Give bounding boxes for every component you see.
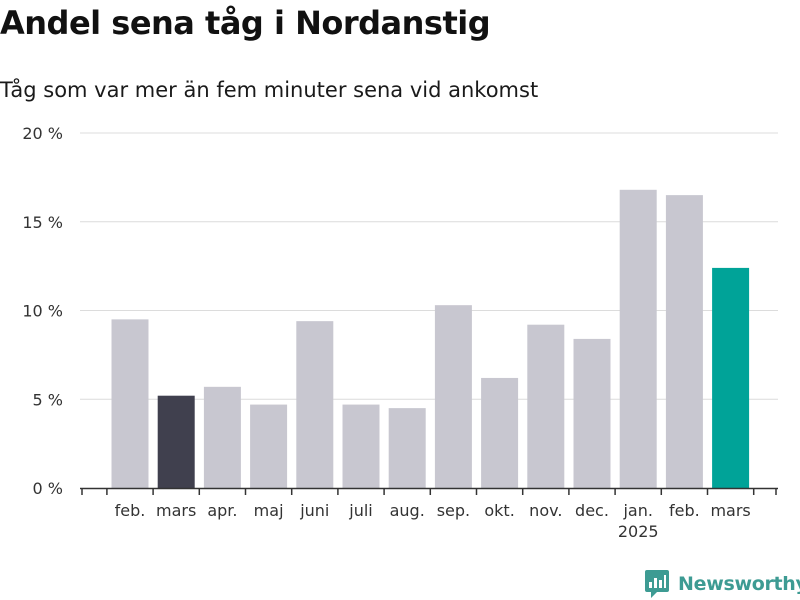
y-tick-label: 10 % [22, 302, 63, 321]
x-tick-label: juni [299, 501, 329, 520]
x-tick-label: feb. [669, 501, 700, 520]
bar-mars [157, 395, 195, 488]
bar-feb [111, 319, 149, 488]
y-tick-labels: 0 % 5 % 10 % 15 % 20 % [22, 124, 63, 498]
x-tick-label: nov. [529, 501, 562, 520]
bar-feb [665, 195, 703, 488]
x-tick-label: mars [710, 501, 750, 520]
x-tick-label: jan. [622, 501, 652, 520]
chart-subtitle: Tåg som var mer än fem minuter sena vid … [0, 78, 539, 102]
bar-nov [527, 324, 565, 488]
x-tick-label: apr. [207, 501, 237, 520]
x-tick-label: sep. [437, 501, 470, 520]
y-tick-label: 0 % [33, 479, 63, 498]
y-tick-label: 5 % [33, 390, 63, 409]
bar-sep [434, 305, 472, 488]
bars [111, 189, 750, 489]
x-tick-label: okt. [484, 501, 514, 520]
chart-title: Andel sena tåg i Nordanstig [0, 4, 491, 42]
x-axis [80, 487, 778, 495]
bar-juni [296, 321, 334, 488]
x-tick-label: dec. [575, 501, 609, 520]
brand-logo: Newsworthy [644, 568, 800, 600]
x-tick-label: feb. [115, 501, 146, 520]
bar-dec [573, 338, 611, 488]
bar-jan [619, 189, 657, 489]
bar-okt [481, 377, 519, 488]
y-tick-label: 15 % [22, 213, 63, 232]
x-tick-sublabel: 2025 [618, 522, 659, 541]
x-tick-label: maj [254, 501, 284, 520]
gridlines [80, 132, 778, 400]
bar-juli [342, 404, 380, 488]
bar-maj [250, 404, 288, 488]
x-tick-labels: feb. mars apr. maj juni juli aug. sep. okt. nov. d… [115, 501, 751, 541]
x-tick-label: juli [348, 501, 372, 520]
brand-name: Newsworthy [678, 573, 800, 595]
x-tick-label: aug. [390, 501, 425, 520]
bar-aug [388, 408, 426, 488]
newsworthy-logo-icon [645, 570, 669, 598]
x-tick-label: mars [156, 501, 196, 520]
bar-apr [203, 386, 241, 488]
bar-mars [712, 267, 750, 488]
y-tick-label: 20 % [22, 124, 63, 143]
